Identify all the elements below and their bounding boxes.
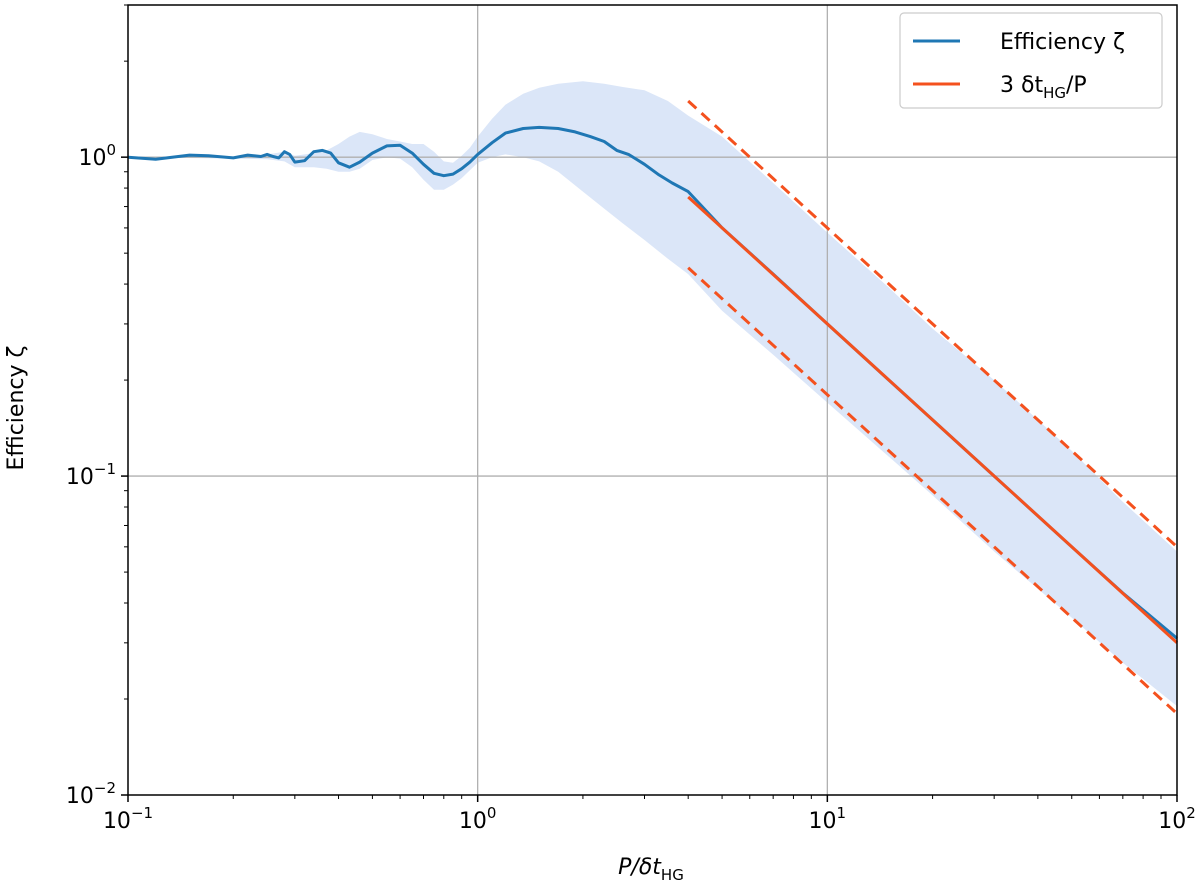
- y-tick-label: 100: [78, 141, 116, 171]
- x-axis-label-main: P/δt: [618, 855, 662, 880]
- legend-box: [899, 12, 1163, 109]
- x-tick-label: 10−1: [103, 804, 153, 834]
- y-tick-label: 10−2: [66, 779, 116, 809]
- legend-label-model-tail: /P: [1066, 73, 1087, 98]
- dashed-bounds-layer: [687, 99, 1179, 715]
- uncertainty-band: [128, 81, 1177, 707]
- legend-label-efficiency: Efficiency ζ: [1000, 30, 1125, 55]
- legend-label-model: 3 δtHG/P: [1000, 73, 1087, 102]
- model-fit-line: [687, 195, 1179, 644]
- uncertainty-band-layer: [128, 81, 1177, 707]
- plot-frame: [127, 4, 1178, 796]
- legend-label-model-main: 3 δt: [1000, 73, 1043, 98]
- x-tick-label: 101: [809, 804, 847, 834]
- y-axis-label: Efficiency ζ: [4, 346, 29, 471]
- x-tick-label: 102: [1158, 804, 1196, 834]
- efficiency-series-line: [127, 125, 1178, 640]
- lower-bound-dashed-line: [687, 266, 1179, 715]
- grid-layer: [128, 5, 1177, 795]
- series-layer: [127, 125, 1179, 644]
- legend-label-model-sub: HG: [1043, 84, 1066, 102]
- x-axis-label-subscript: HG: [661, 866, 684, 884]
- axes-layer: [127, 4, 1178, 796]
- x-tick-label: 100: [459, 804, 497, 834]
- x-axis-label: P/δtHG: [618, 855, 684, 884]
- y-tick-label: 10−1: [66, 460, 116, 490]
- upper-bound-dashed-line: [687, 99, 1179, 548]
- legend: Efficiency ζ 3 δtHG/P: [899, 12, 1163, 109]
